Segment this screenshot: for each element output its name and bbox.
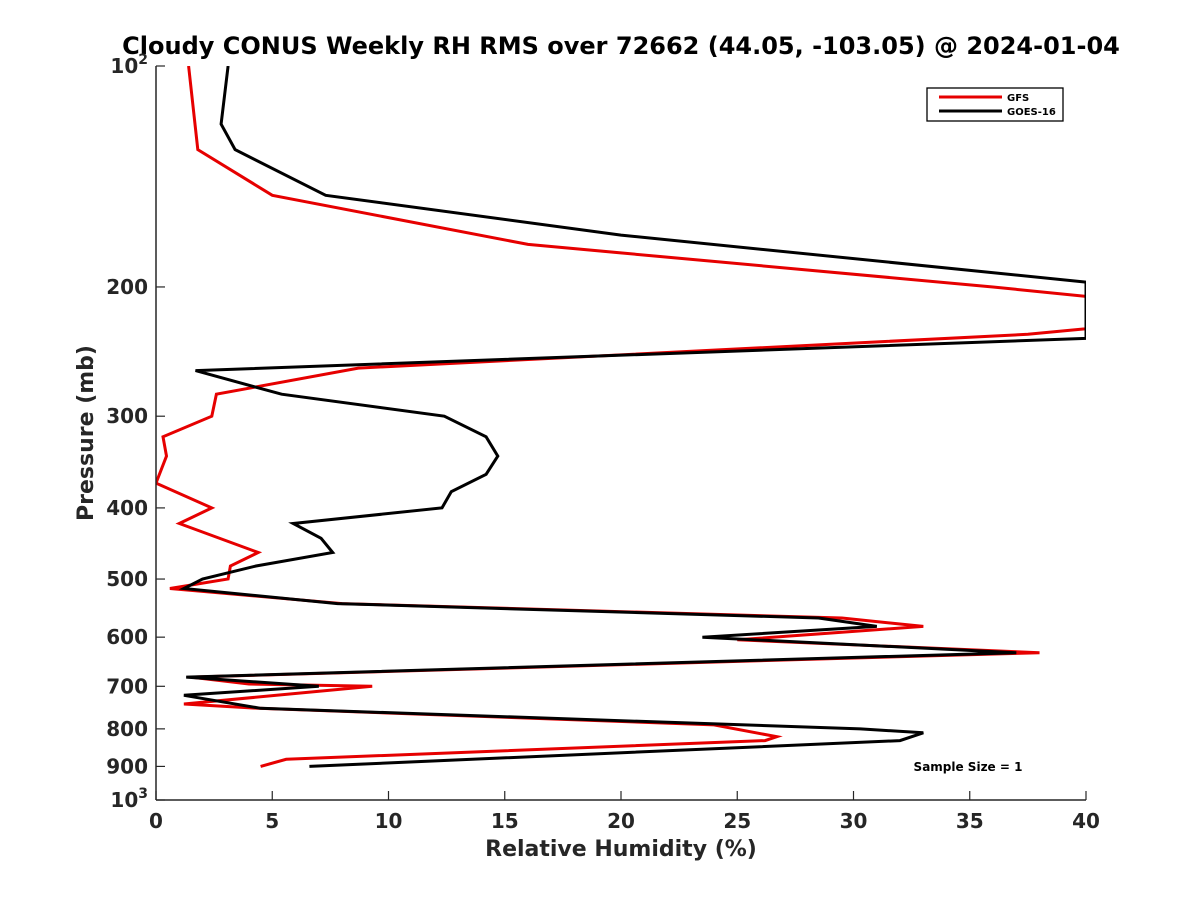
legend-box	[926, 87, 1064, 122]
y-tick-label: 102	[110, 52, 148, 78]
x-tick-label: 10	[375, 809, 403, 833]
y-tick-label: 300	[106, 404, 148, 428]
y-tick-label: 500	[106, 567, 148, 591]
sample-size-annotation: Sample Size = 1	[914, 760, 1023, 774]
y-tick-label: 400	[106, 496, 148, 520]
x-tick-label: 0	[149, 809, 163, 833]
x-axis-label: Relative Humidity (%)	[485, 837, 757, 862]
series-line-goes16	[178, 66, 1086, 768]
x-tick-label: 30	[840, 809, 868, 833]
y-tick-label: 900	[106, 754, 148, 778]
chart-title: Cloudy CONUS Weekly RH RMS over 72662 (4…	[122, 32, 1120, 60]
x-tick-label: 40	[1072, 809, 1100, 833]
legend: GFS GOES-16	[926, 87, 1064, 122]
x-tick-label: 15	[491, 809, 519, 833]
legend-label-gfs: GFS	[1007, 93, 1029, 104]
x-tick-label: 25	[723, 809, 751, 833]
y-tick-label: 600	[106, 625, 148, 649]
y-ticks: 102 200 300 400 500 600 700 800 900 103	[106, 52, 165, 812]
y-axis-label: Pressure (mb)	[74, 345, 99, 521]
y-tick-label: 200	[106, 275, 148, 299]
y-tick-label: 800	[106, 717, 148, 741]
x-tick-label: 35	[956, 809, 984, 833]
x-tick-label: 5	[265, 809, 279, 833]
x-ticks: 0 5 10 15 20 25 30 35 40	[149, 791, 1100, 833]
x-tick-label: 20	[607, 809, 635, 833]
y-tick-label: 700	[106, 674, 148, 698]
series-line-gfs	[156, 66, 1086, 768]
legend-label-goes16: GOES-16	[1007, 107, 1056, 118]
y-tick-label: 103	[110, 786, 148, 812]
series-layer	[156, 66, 1086, 768]
